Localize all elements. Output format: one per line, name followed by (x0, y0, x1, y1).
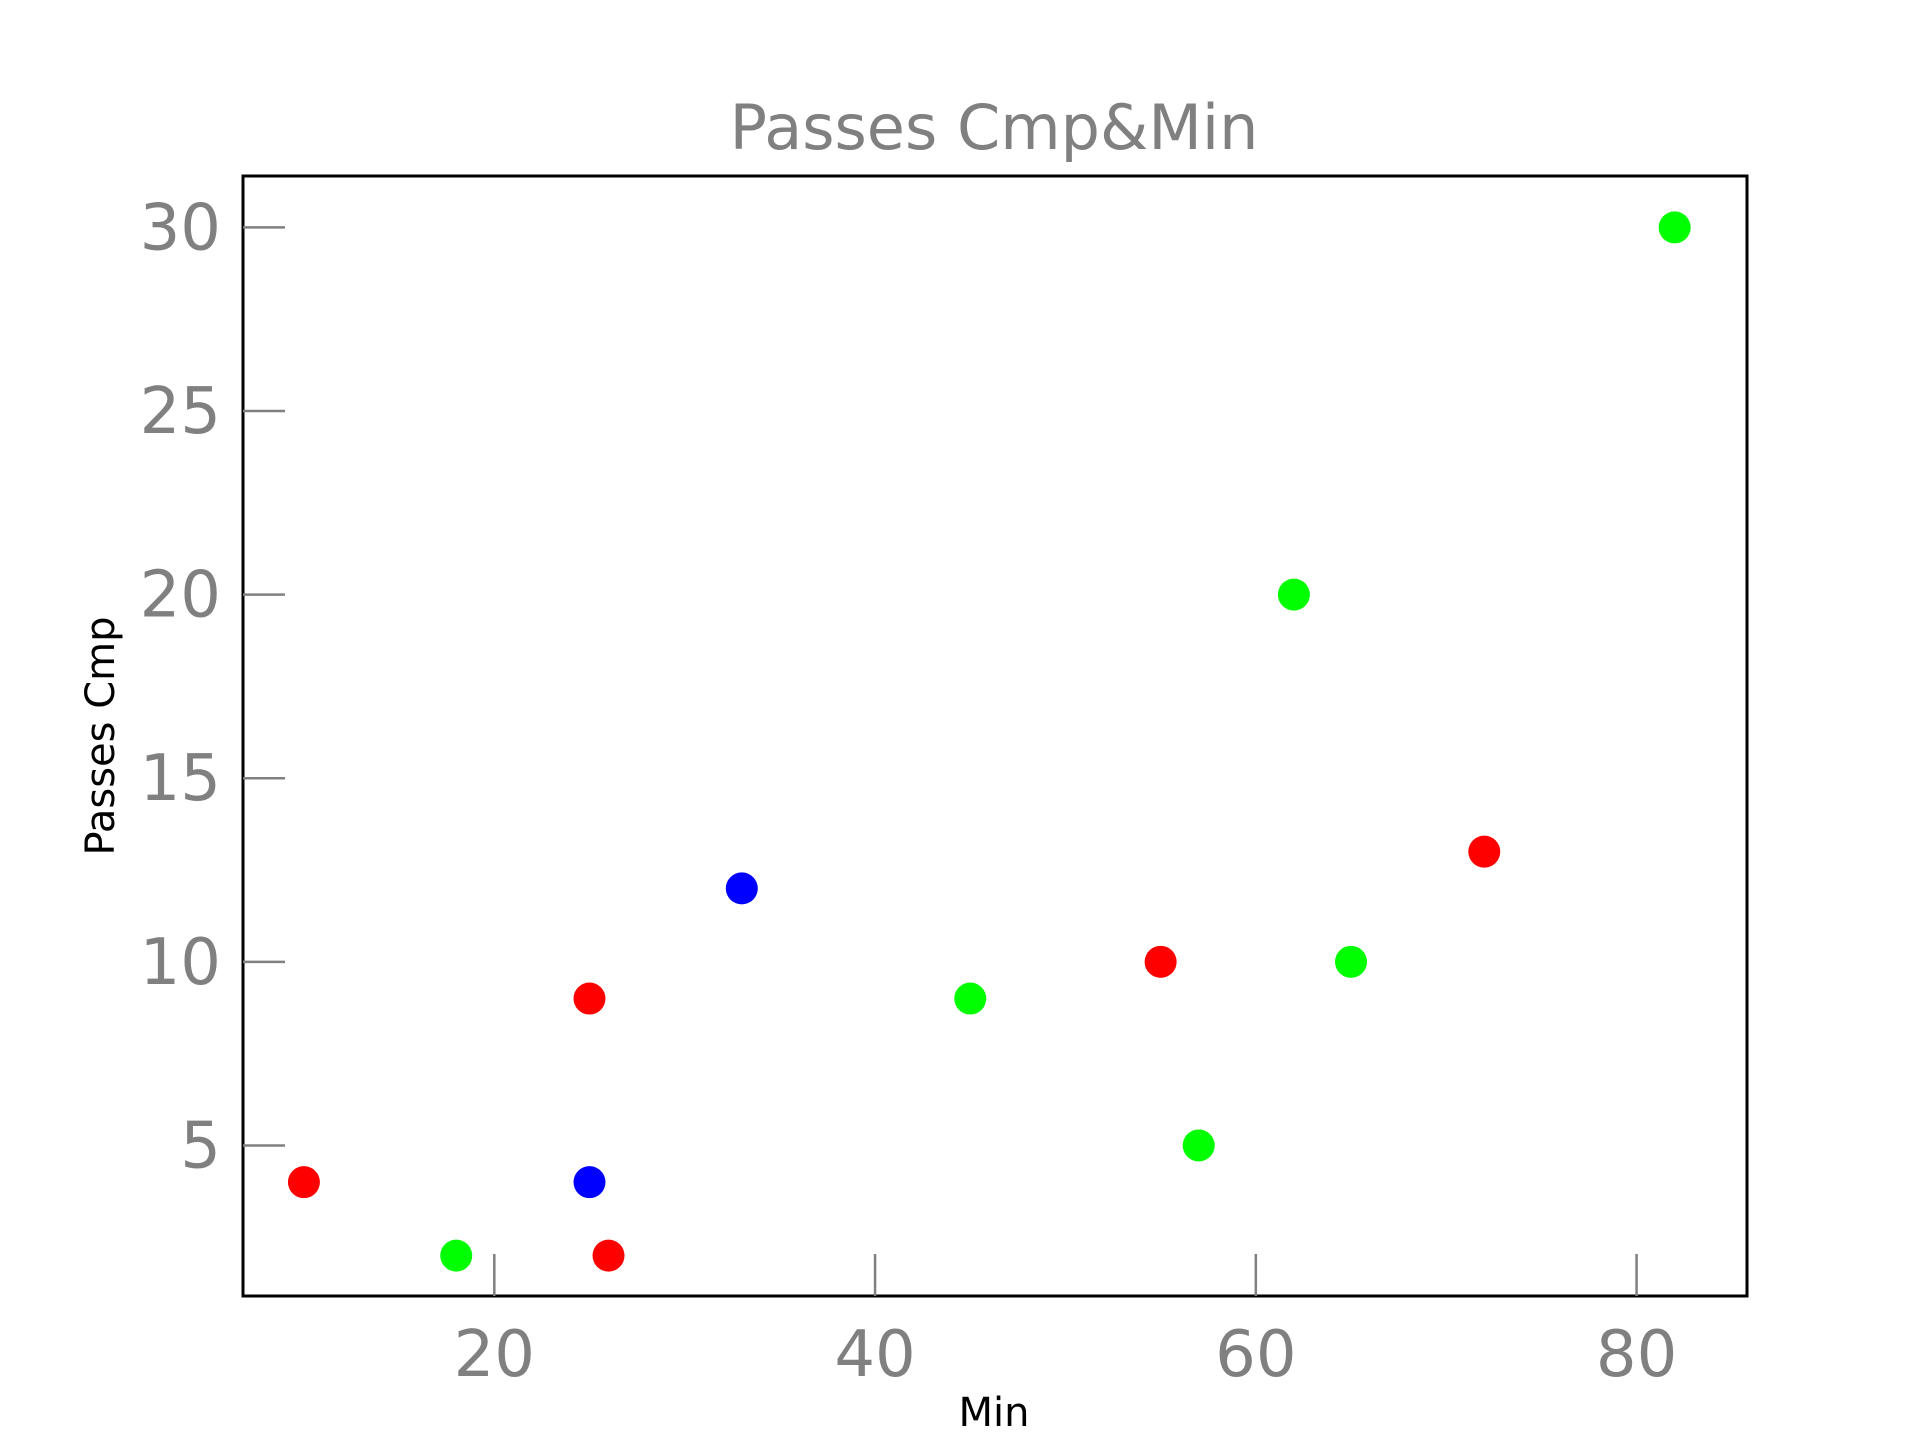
y-tick-label: 5 (180, 1109, 221, 1183)
x-tick-label: 60 (1215, 1318, 1296, 1392)
data-point (1335, 945, 1368, 978)
data-point (954, 982, 987, 1015)
y-axis-label: Passes Cmp (78, 617, 124, 856)
y-tick-label: 10 (140, 926, 221, 1000)
x-tick-label: 40 (834, 1318, 915, 1392)
plot-area (287, 211, 1691, 1272)
data-point (1277, 578, 1310, 611)
y-tick-label: 25 (140, 375, 221, 449)
y-tick-label: 15 (140, 742, 221, 816)
x-tick-label: 20 (454, 1318, 535, 1392)
y-axis: 5 10 15 20 25 30 (140, 191, 285, 1183)
data-point (592, 1239, 625, 1272)
x-axis: 20 40 60 80 (454, 1254, 1677, 1392)
data-point (1658, 211, 1691, 244)
x-axis-label: Min (959, 1390, 1030, 1436)
data-point (725, 872, 758, 905)
data-point (573, 1166, 606, 1199)
y-tick-label: 30 (140, 191, 221, 265)
data-point (1182, 1129, 1215, 1162)
data-point (1144, 945, 1177, 978)
y-tick-label: 20 (140, 559, 221, 633)
x-tick-label: 80 (1596, 1318, 1677, 1392)
data-point (573, 982, 606, 1015)
chart-title: Passes Cmp&Min (730, 91, 1259, 164)
data-point (1468, 835, 1501, 868)
plot-frame (241, 174, 1749, 1298)
data-point (287, 1166, 320, 1199)
data-point (440, 1239, 473, 1272)
